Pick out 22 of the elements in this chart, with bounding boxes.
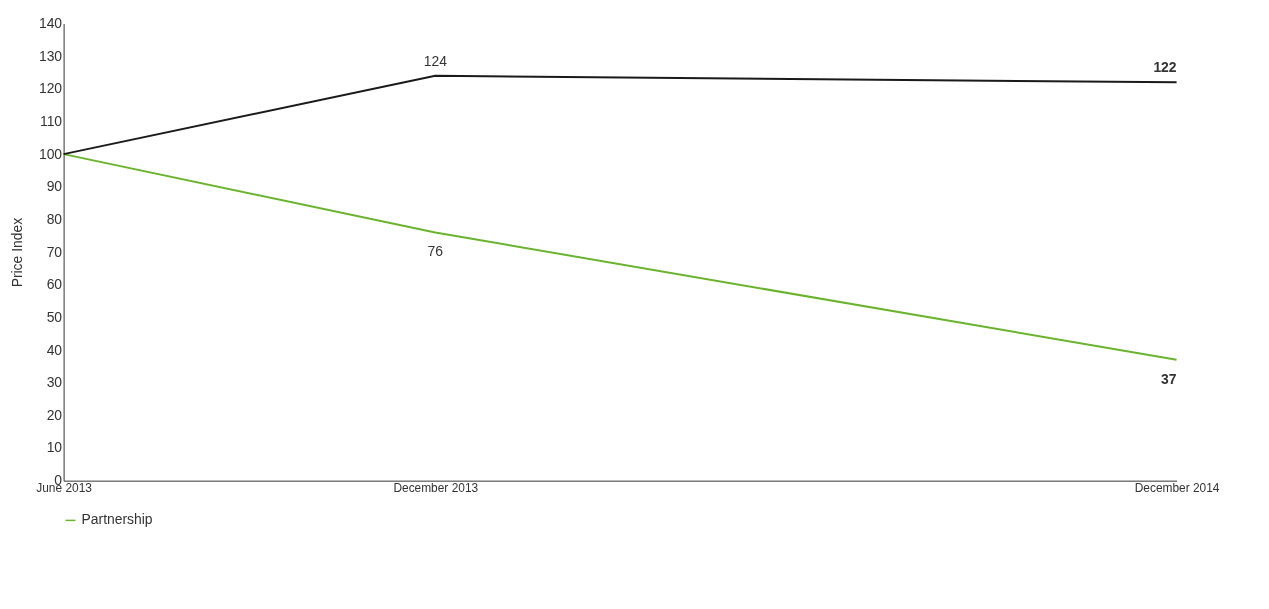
y-tick-label: 20: [46, 406, 63, 423]
y-tick-label: 10: [46, 439, 63, 456]
y-tick-label: 90: [46, 178, 63, 195]
y-tick-label: 40: [46, 341, 63, 358]
y-axis-title: Price Index: [9, 217, 25, 288]
x-tick-label: December 2014: [1134, 481, 1220, 496]
y-tick-label: 50: [46, 308, 63, 325]
data-label: 122: [1153, 59, 1177, 76]
y-tick-label: 80: [46, 210, 63, 227]
y-tick-label: 130: [38, 47, 63, 64]
legend-label: Partnership: [81, 511, 153, 528]
data-label: 124: [423, 52, 448, 69]
y-tick-label: 70: [46, 243, 63, 260]
y-tick-label: 110: [39, 112, 63, 129]
y-tick-label: 60: [46, 276, 63, 293]
x-tick-label: December 2013: [393, 481, 479, 496]
data-label: 76: [427, 243, 444, 260]
y-tick-label: 30: [46, 374, 63, 391]
data-label: 37: [1161, 370, 1177, 387]
y-tick-label: 140: [38, 15, 63, 32]
y-tick-label: 120: [38, 80, 63, 97]
y-tick-label: 100: [38, 145, 63, 162]
